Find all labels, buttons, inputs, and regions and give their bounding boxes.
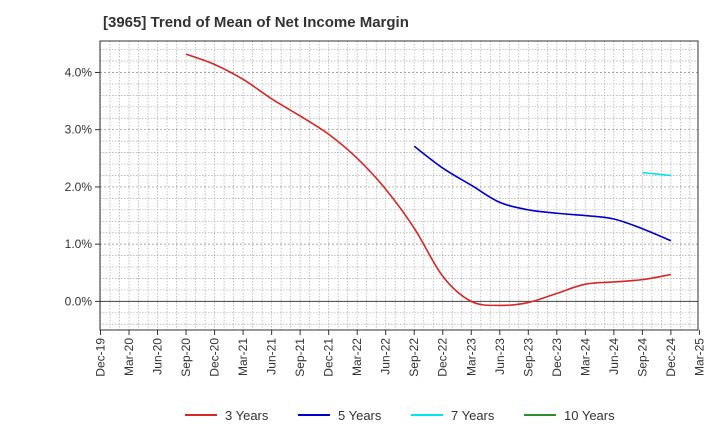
x-tick-label: Mar-20 [122, 338, 136, 376]
y-tick-label: 4.0% [65, 65, 93, 79]
legend-label-10-years: 10 Years [564, 408, 615, 423]
x-tick-label: Sep-23 [521, 338, 535, 377]
x-tick-label: Sep-21 [293, 338, 307, 377]
y-tick-label: 2.0% [65, 180, 93, 194]
x-tick-label: Jun-24 [607, 338, 621, 375]
x-tick-label: Sep-20 [179, 338, 193, 377]
chart-title: [3965] Trend of Mean of Net Income Margi… [103, 14, 409, 31]
x-tick-label: Jun-20 [151, 338, 165, 375]
legend-label-3-years: 3 Years [225, 408, 269, 423]
series-line-3-years [185, 53, 672, 307]
x-tick-label: Jun-22 [379, 338, 393, 375]
series-line-5-years [413, 145, 672, 242]
x-tick-label: Mar-25 [692, 338, 706, 376]
series-line-7-years [642, 171, 671, 177]
x-tick-label: Mar-21 [236, 338, 250, 376]
x-tick-label: Jun-23 [493, 338, 507, 375]
x-tick-label: Mar-22 [350, 338, 364, 376]
x-tick-label: Sep-22 [407, 338, 421, 377]
grid-layer [100, 41, 698, 330]
y-tick-label: 0.0% [65, 294, 93, 308]
legend-label-5-years: 5 Years [338, 408, 382, 423]
x-tick-label: Mar-24 [578, 338, 592, 376]
x-tick-label: Dec-22 [436, 338, 450, 377]
x-tick-label: Dec-21 [322, 338, 336, 377]
legend-layer: 3 Years 5 Years 7 Years 10 Years [185, 408, 615, 423]
x-tick-label: Dec-23 [550, 338, 564, 377]
x-tick-label: Sep-24 [635, 338, 649, 377]
series-layer [185, 53, 672, 307]
x-tick-label: Dec-20 [208, 338, 222, 377]
y-tick-label: 3.0% [65, 123, 93, 137]
axis-layer: 0.0% 1.0% 2.0% 3.0% 4.0% Dec-19 Mar-20 Jun-20 Se… [65, 65, 707, 376]
x-tick-label: Mar-23 [464, 338, 478, 376]
plot-frame [99, 40, 699, 331]
x-tick-label: Dec-19 [94, 338, 108, 377]
y-tick-label: 1.0% [65, 237, 93, 251]
legend-label-7-years: 7 Years [451, 408, 495, 423]
x-tick-label: Jun-21 [265, 338, 279, 375]
x-tick-label: Dec-24 [664, 338, 678, 377]
